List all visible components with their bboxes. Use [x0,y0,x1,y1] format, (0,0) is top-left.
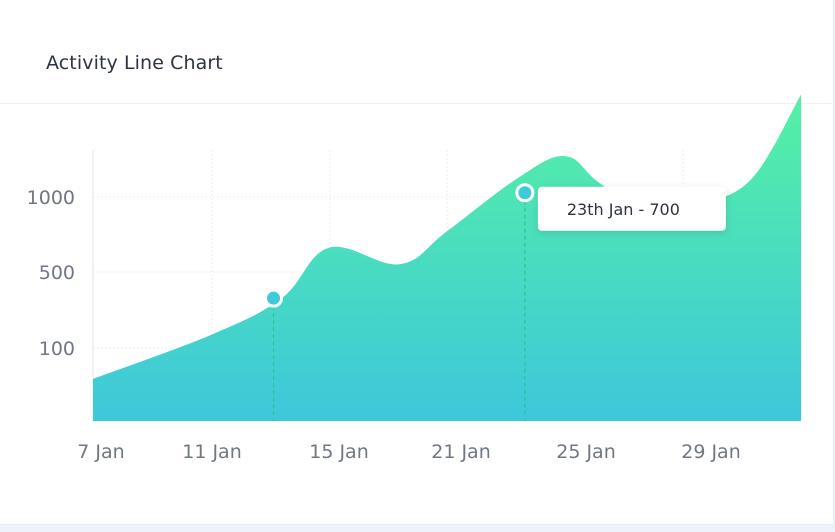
y-tick-label: 500 [39,262,75,284]
y-tick-label: 1000 [27,187,75,209]
card-header: Activity Line Chart [0,0,833,104]
y-axis-ticks: 100 500 1000 [27,187,75,360]
x-tick-label: 29 Jan [681,441,741,463]
y-tick-label: 100 [39,338,75,360]
x-tick-label: 11 Jan [182,441,242,463]
card-title: Activity Line Chart [46,52,223,74]
marker-guides [272,200,526,421]
x-tick-label: 25 Jan [556,441,616,463]
tooltip-text: 23th Jan - 700 [567,200,680,219]
tooltip-box [537,186,726,231]
data-markers [264,183,535,308]
x-tick-label: 15 Jan [309,441,369,463]
tooltip: 23th Jan - 700 [537,186,726,231]
data-marker[interactable] [515,183,535,203]
x-tick-label: 21 Jan [431,441,491,463]
x-tick-label: 7 Jan [77,441,124,463]
x-axis-ticks: 7 Jan 11 Jan 15 Jan 21 Jan 25 Jan 29 Jan [77,441,740,463]
area-series [93,94,801,422]
data-marker[interactable] [264,288,284,308]
